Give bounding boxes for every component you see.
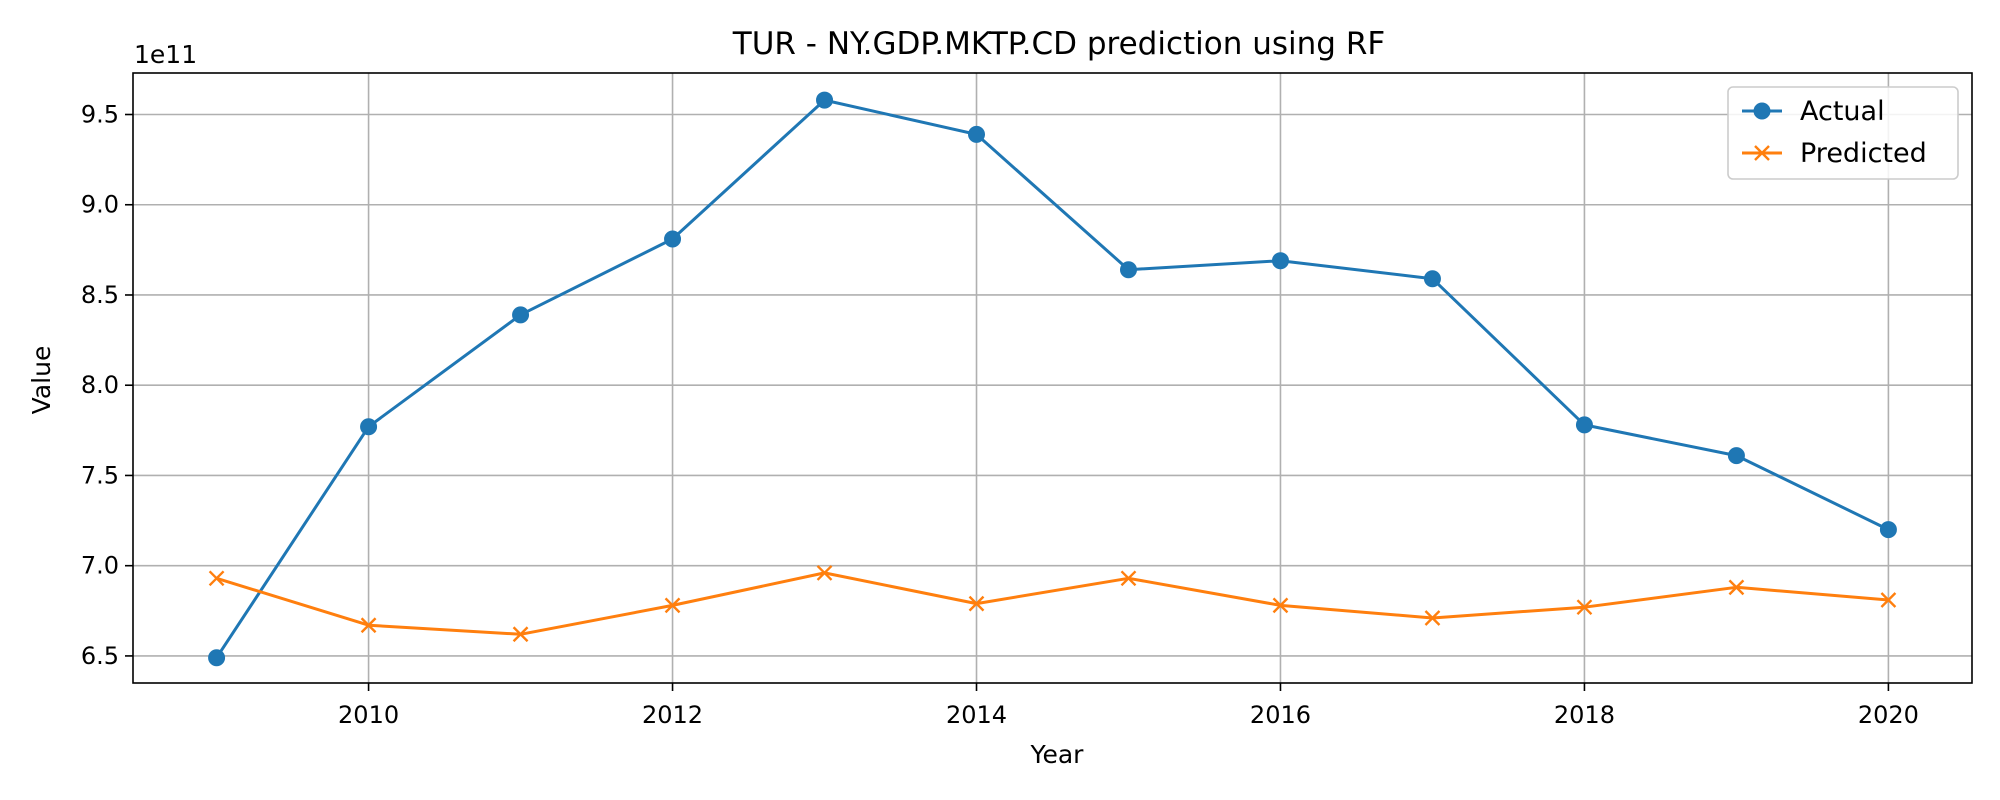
x-axis-ticks: 2010 2012 2014 2016 2018 2020 bbox=[338, 683, 1919, 729]
x-axis-label: Year bbox=[1030, 740, 1085, 769]
legend-label: Predicted bbox=[1800, 138, 1927, 169]
y-axis-label: Value bbox=[27, 346, 56, 415]
chart-title: TUR - NY.GDP.MKTP.CD prediction using RF bbox=[732, 26, 1385, 62]
actual-point bbox=[1119, 261, 1137, 279]
predicted-point bbox=[1120, 570, 1137, 587]
legend-label: Actual bbox=[1800, 96, 1885, 127]
predicted-point bbox=[1272, 597, 1289, 614]
y-axis-ticks: 6.5 7.0 7.5 8.0 8.5 9.0 9.5 bbox=[81, 101, 133, 670]
y-tick-label: 6.5 bbox=[81, 642, 119, 670]
actual-point bbox=[208, 649, 226, 667]
predicted-point bbox=[664, 597, 681, 614]
predicted-line bbox=[216, 571, 1889, 636]
series-layer bbox=[208, 91, 1897, 667]
predicted-point bbox=[208, 570, 225, 587]
y-tick-label: 8.0 bbox=[81, 371, 119, 399]
legend: Actual Predicted bbox=[1727, 86, 1959, 180]
x-tick-label: 2016 bbox=[1250, 701, 1311, 729]
predicted-point bbox=[816, 565, 833, 581]
x-tick-label: 2010 bbox=[338, 701, 399, 729]
y-tick-label: 7.5 bbox=[81, 461, 119, 489]
y-tick-label: 7.0 bbox=[81, 552, 119, 580]
actual-point bbox=[1575, 416, 1593, 434]
predicted-point bbox=[360, 617, 377, 634]
x-tick-label: 2018 bbox=[1554, 701, 1615, 729]
actual-point bbox=[360, 418, 378, 436]
legend-box bbox=[1727, 86, 1959, 180]
legend-entry-predicted: Predicted bbox=[1742, 138, 1927, 169]
predicted-point bbox=[512, 626, 529, 643]
x-tick-label: 2012 bbox=[642, 701, 703, 729]
legend-marker bbox=[1753, 102, 1771, 120]
y-tick-label: 8.5 bbox=[81, 281, 119, 309]
actual-point bbox=[1727, 447, 1745, 465]
y-axis-offset-label: 1e11 bbox=[134, 40, 197, 69]
series-actual bbox=[208, 91, 1897, 667]
predicted-point bbox=[1728, 579, 1745, 596]
legend-marker bbox=[1754, 145, 1770, 161]
y-tick-label: 9.0 bbox=[81, 191, 119, 219]
plot-frame bbox=[132, 72, 1973, 684]
actual-point bbox=[816, 91, 834, 109]
actual-point bbox=[1423, 270, 1441, 288]
actual-line bbox=[215, 98, 1890, 659]
predicted-point bbox=[1424, 610, 1441, 626]
actual-point bbox=[968, 125, 986, 143]
predicted-point bbox=[968, 595, 985, 612]
legend-entries: Actual Predicted bbox=[1742, 96, 1927, 169]
actual-point bbox=[1271, 252, 1289, 270]
actual-point bbox=[664, 230, 682, 248]
actual-point bbox=[1879, 521, 1897, 539]
predicted-point bbox=[1576, 599, 1593, 616]
y-tick-label: 9.5 bbox=[81, 101, 119, 129]
legend-entry-actual: Actual bbox=[1742, 96, 1885, 127]
x-tick-label: 2020 bbox=[1858, 701, 1919, 729]
predicted-point bbox=[1880, 592, 1897, 608]
series-predicted bbox=[208, 565, 1897, 643]
actual-point bbox=[512, 306, 530, 324]
x-tick-label: 2014 bbox=[946, 701, 1007, 729]
